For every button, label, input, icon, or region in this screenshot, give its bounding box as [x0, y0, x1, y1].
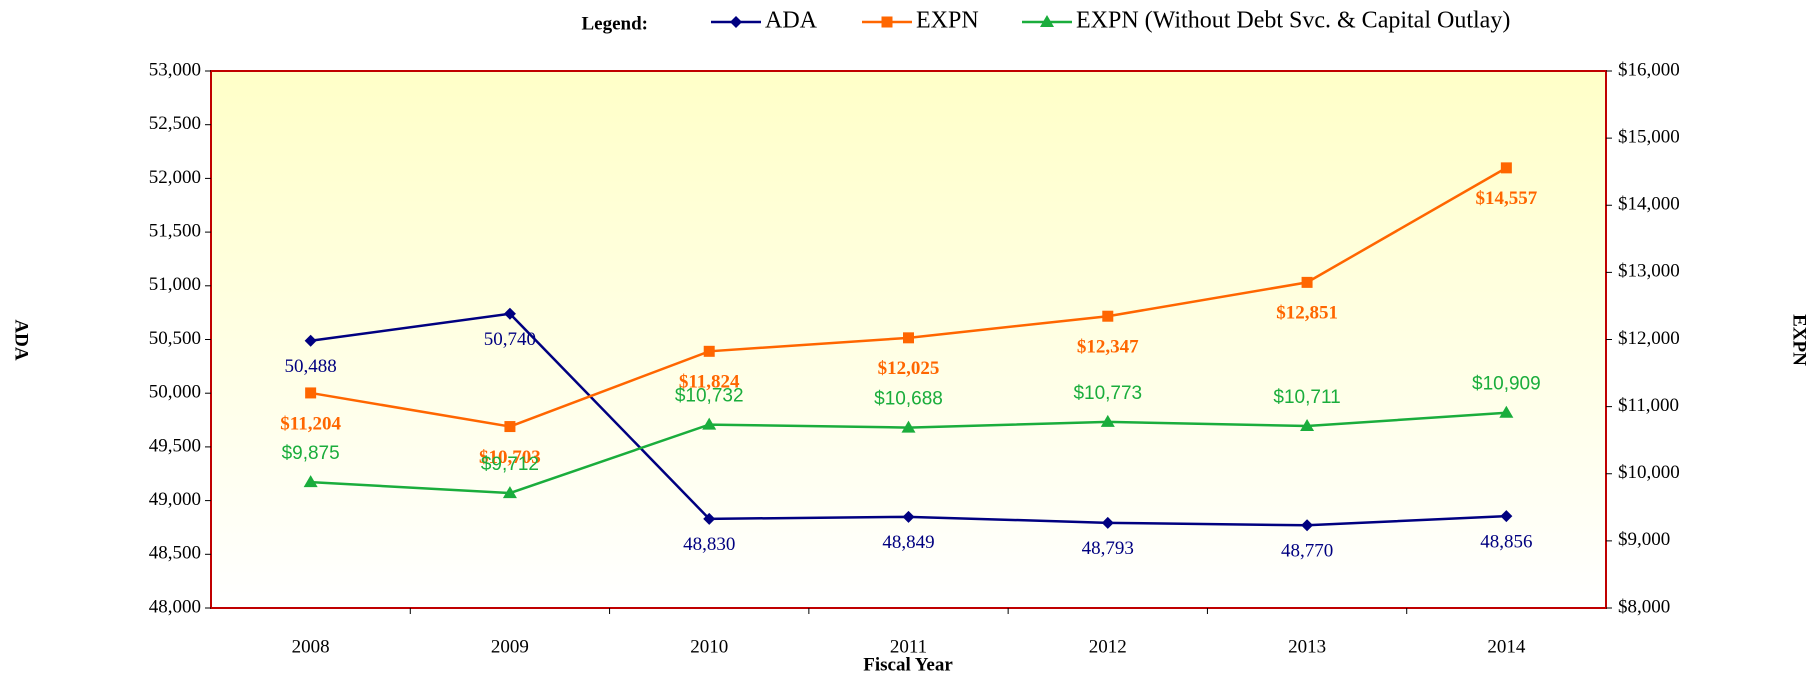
- marker: [305, 387, 317, 399]
- marker: [1500, 510, 1513, 523]
- legend-title: Legend:: [582, 13, 649, 34]
- marker: [503, 307, 516, 320]
- marker: [730, 16, 742, 28]
- data-label: $10,711: [1273, 387, 1340, 408]
- y-tick-label: 49,500: [149, 435, 201, 456]
- marker: [502, 486, 517, 499]
- marker: [303, 475, 318, 488]
- x-tick-label: 2013: [1288, 636, 1326, 657]
- marker: [702, 417, 717, 430]
- data-label: $9,875: [282, 443, 340, 464]
- legend-label: ADA: [765, 8, 818, 34]
- y2-tick-label: $12,000: [1618, 328, 1680, 349]
- y-tick-label: 52,500: [149, 113, 201, 134]
- data-label: $12,347: [1077, 337, 1139, 358]
- y-tick-label: 51,500: [149, 220, 201, 241]
- legend-label: EXPN (Without Debt Svc. & Capital Outlay…: [1076, 8, 1510, 34]
- marker: [903, 332, 914, 344]
- data-label: 48,770: [1281, 541, 1333, 562]
- y2-axis-label: EXPN: [1789, 314, 1810, 366]
- data-label: $10,732: [675, 386, 744, 407]
- y-tick-label: 52,000: [149, 167, 201, 188]
- legend-label: EXPN: [916, 8, 979, 34]
- marker: [304, 334, 317, 347]
- data-label: $10,688: [874, 389, 943, 410]
- marker: [881, 16, 893, 28]
- data-label: $14,557: [1475, 188, 1537, 209]
- marker: [1301, 276, 1313, 288]
- x-tick-label: 2012: [1089, 636, 1127, 657]
- y-tick-label: 51,000: [149, 274, 201, 295]
- y2-tick-label: $15,000: [1618, 126, 1680, 147]
- marker: [703, 512, 716, 525]
- marker: [1301, 519, 1314, 532]
- x-tick-label: 2010: [690, 636, 728, 657]
- data-label: 48,793: [1082, 538, 1134, 559]
- marker: [902, 510, 915, 523]
- x-tick-label: 2009: [491, 636, 529, 657]
- data-label: $12,025: [878, 358, 940, 379]
- marker: [1100, 414, 1115, 427]
- x-tick-label: 2008: [292, 636, 330, 657]
- data-label: $12,851: [1276, 303, 1338, 324]
- marker: [1040, 15, 1054, 27]
- y2-tick-label: $11,000: [1618, 395, 1679, 416]
- data-label: $10,909: [1472, 374, 1541, 395]
- marker: [901, 420, 916, 433]
- data-label: $10,703: [479, 447, 541, 468]
- y-tick-label: 48,500: [149, 543, 201, 564]
- data-label: $11,204: [280, 413, 341, 434]
- y2-tick-label: $9,000: [1618, 529, 1670, 550]
- y-tick-label: 53,000: [149, 59, 201, 80]
- data-label: 48,830: [683, 534, 735, 555]
- y2-tick-label: $13,000: [1618, 261, 1680, 282]
- y2-tick-label: $8,000: [1618, 596, 1670, 617]
- y-tick-label: 50,500: [149, 328, 201, 349]
- marker: [1102, 310, 1114, 322]
- y2-tick-label: $16,000: [1618, 59, 1680, 80]
- data-label: 48,856: [1480, 531, 1532, 552]
- x-tick-label: 2011: [890, 636, 927, 657]
- x-tick-label: 2014: [1487, 636, 1526, 657]
- y-tick-label: 48,000: [149, 596, 201, 617]
- data-label: 48,849: [882, 532, 934, 553]
- marker: [703, 345, 715, 357]
- y-axis-label: ADA: [11, 319, 32, 360]
- x-axis-label: Fiscal Year: [863, 654, 953, 675]
- data-label: $10,773: [1073, 383, 1142, 404]
- marker: [1499, 405, 1514, 418]
- y2-tick-label: $10,000: [1618, 462, 1680, 483]
- data-label: $9,712: [481, 454, 539, 475]
- marker: [504, 421, 516, 433]
- y-tick-label: 50,000: [149, 382, 201, 403]
- data-label: 50,488: [285, 356, 337, 377]
- y-tick-label: 49,000: [149, 489, 201, 510]
- marker: [1500, 162, 1512, 174]
- data-label: $11,824: [679, 372, 740, 393]
- marker: [1101, 516, 1114, 529]
- y2-tick-label: $14,000: [1618, 194, 1680, 215]
- marker: [1300, 419, 1315, 432]
- data-label: 50,740: [484, 329, 536, 350]
